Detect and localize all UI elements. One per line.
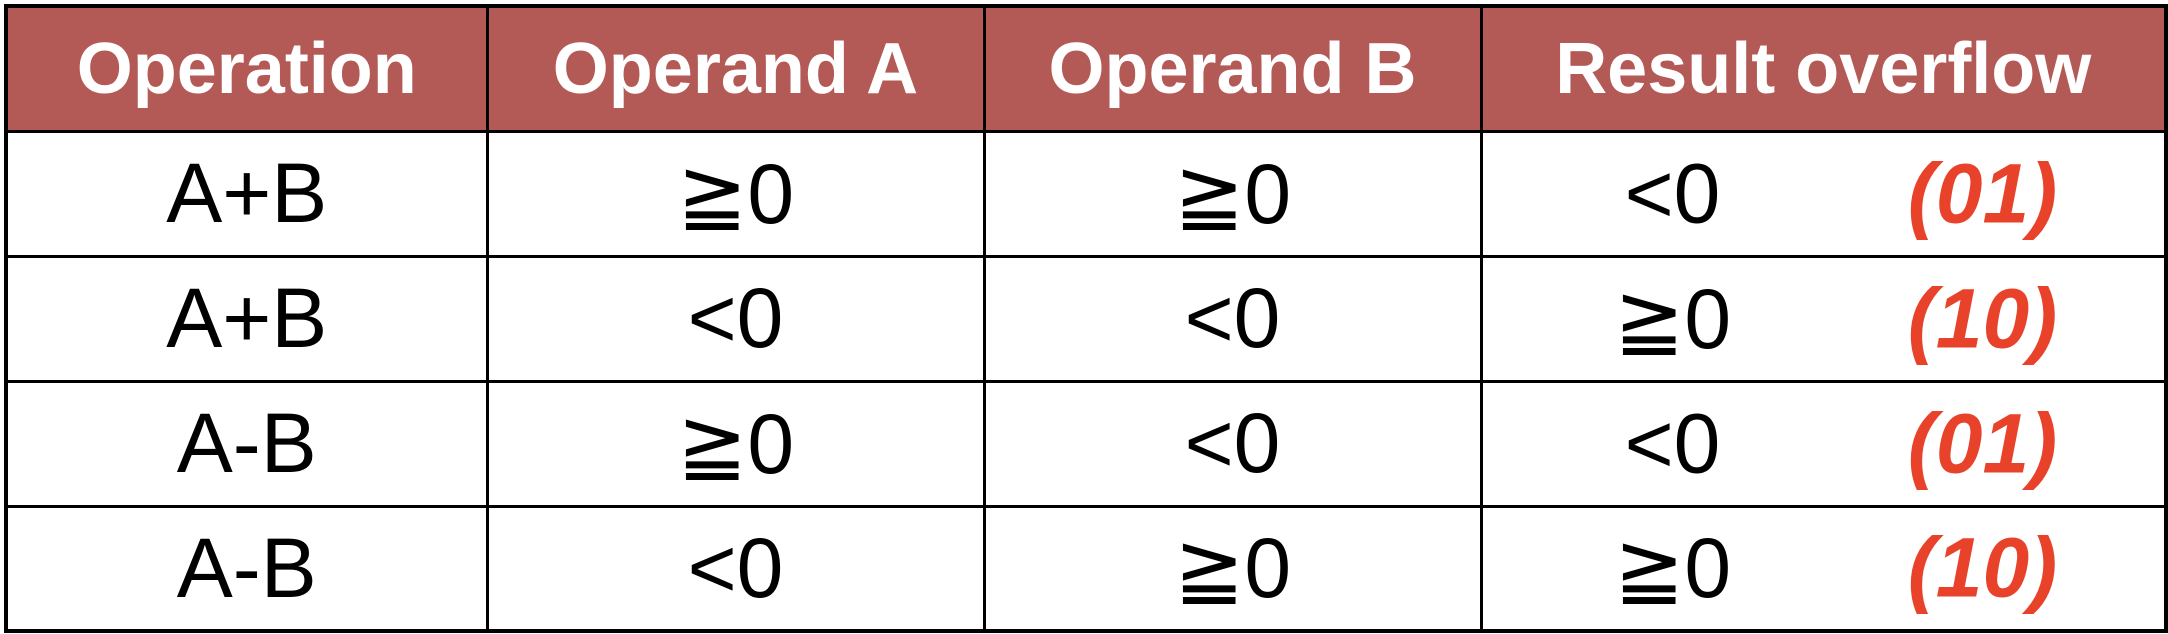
result-sign: <0 (1624, 396, 1721, 490)
header-operation: Operation (4, 4, 489, 133)
result-overflow-cell: ≧0 (10) (1479, 254, 2168, 383)
result-sign: <0 (1624, 146, 1721, 240)
operation-cell: A-B (4, 504, 489, 633)
result-overflow-cell: ≧0 (10) (1479, 504, 2168, 633)
overflow-code: (01) (1907, 146, 2058, 240)
overflow-code: (10) (1907, 520, 2058, 615)
operand-a-cell: <0 (485, 254, 986, 383)
table-row: A+B ≧0 ≧0 <0 (01) (4, 129, 2168, 258)
operation-cell: A-B (4, 379, 489, 508)
overflow-code: (10) (1907, 271, 2058, 365)
operand-b-cell: <0 (982, 379, 1483, 508)
header-result-overflow: Result overflow (1479, 4, 2168, 133)
overflow-table: Operation Operand A Operand B Result ove… (4, 4, 2168, 633)
operation-cell: A+B (4, 129, 489, 258)
table-body: A+B ≧0 ≧0 <0 (01) A+B <0 <0 ≧0 (10) A-B … (4, 129, 2168, 633)
overflow-code: (01) (1907, 396, 2058, 490)
result-overflow-cell: <0 (01) (1479, 379, 2168, 508)
table-row: A+B <0 <0 ≧0 (10) (4, 254, 2168, 383)
result-sign: ≧0 (1613, 521, 1732, 616)
header-operand-b: Operand B (982, 4, 1483, 133)
operand-b-cell: ≧0 (982, 129, 1483, 258)
result-sign: ≧0 (1613, 271, 1732, 366)
operand-b-cell: <0 (982, 254, 1483, 383)
operand-b-cell: ≧0 (982, 504, 1483, 633)
table-row: A-B ≧0 <0 <0 (01) (4, 379, 2168, 508)
operation-cell: A+B (4, 254, 489, 383)
result-overflow-cell: <0 (01) (1479, 129, 2168, 258)
header-operand-a: Operand A (485, 4, 986, 133)
operand-a-cell: <0 (485, 504, 986, 633)
operand-a-cell: ≧0 (485, 129, 986, 258)
header-row: Operation Operand A Operand B Result ove… (4, 4, 2168, 133)
table-row: A-B <0 ≧0 ≧0 (10) (4, 504, 2168, 633)
table-header: Operation Operand A Operand B Result ove… (4, 4, 2168, 133)
operand-a-cell: ≧0 (485, 379, 986, 508)
